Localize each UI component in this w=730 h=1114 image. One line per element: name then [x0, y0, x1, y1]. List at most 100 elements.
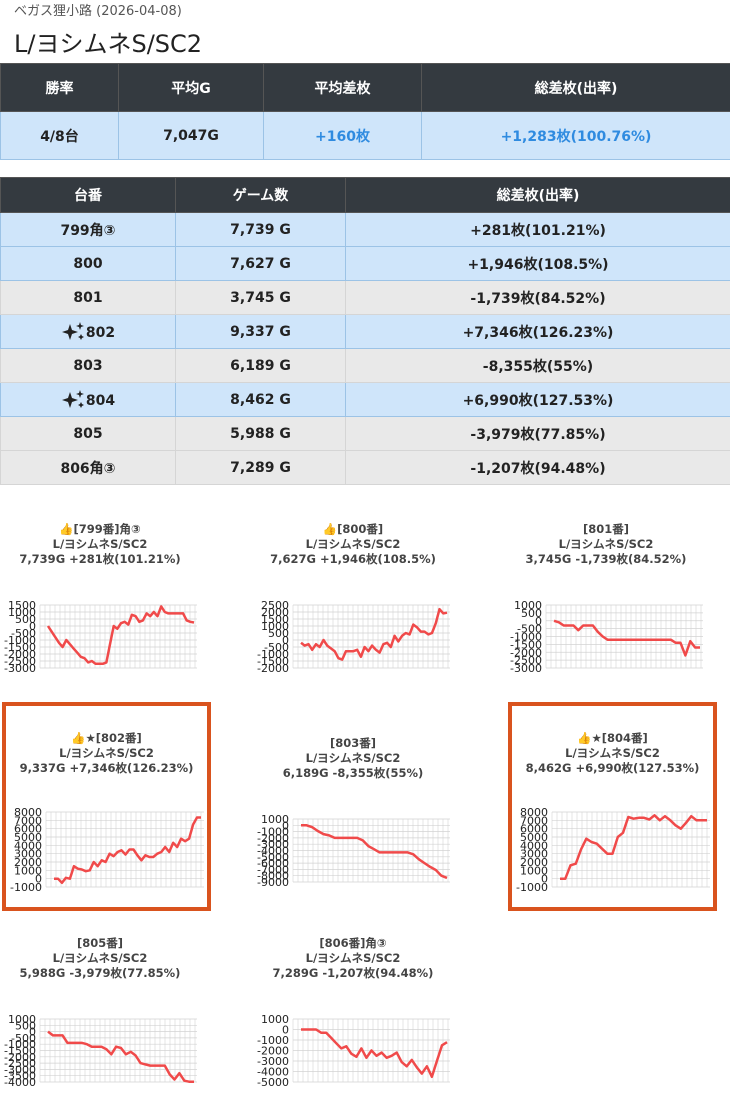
- y-tick-label: 500: [15, 1019, 36, 1032]
- chart-title-line: L/ヨシムネS/SC2: [305, 537, 401, 551]
- machine-row[interactable]: 806角③ 7,289 G -1,207枚(94.48%): [0, 450, 730, 485]
- page-title: L/ヨシムネS/SC2: [14, 30, 203, 58]
- machine-row[interactable]: 805 5,988 G -3,979枚(77.85%): [0, 416, 730, 451]
- machine-row[interactable]: 801 3,745 G -1,739枚(84.52%): [0, 280, 730, 315]
- machine-number[interactable]: 804: [0, 382, 176, 417]
- chart-header: [801番] L/ヨシムネS/SC2 3,745G -1,739枚(84.52%): [506, 522, 706, 567]
- machine-header-games[interactable]: ゲーム数: [175, 177, 346, 213]
- y-tick-label: 1500: [261, 613, 289, 626]
- y-tick-label: 1500: [8, 599, 36, 612]
- machine-games: 7,627 G: [175, 246, 346, 281]
- machine-number[interactable]: 802: [0, 314, 176, 349]
- y-tick-label: -1000: [257, 1034, 289, 1047]
- y-tick-label: 7000: [14, 814, 42, 827]
- machine-total: -1,739枚(84.52%): [345, 280, 730, 315]
- summary-header-total-diff[interactable]: 総差枚(出率): [421, 63, 730, 112]
- machine-total: -3,979枚(77.85%): [345, 416, 730, 451]
- machine-number[interactable]: 801: [0, 280, 176, 315]
- y-tick-label: -1000: [510, 631, 542, 644]
- machine-chart-card[interactable]: [805番] L/ヨシムネS/SC2 5,988G -3,979枚(77.85%) 1…: [0, 914, 200, 1114]
- y-tick-label: -1000: [4, 634, 36, 647]
- machine-games: 7,739 G: [175, 212, 346, 247]
- machine-number-label: 804: [85, 393, 116, 409]
- chart-series-line: [301, 824, 448, 880]
- summary-header-avg-games[interactable]: 平均G: [118, 63, 264, 112]
- machine-chart-card[interactable]: 👍★[802番] L/ヨシムネS/SC2 9,337G +7,346枚(126.23…: [2, 702, 211, 911]
- y-tick-label: -5000: [257, 851, 289, 864]
- y-tick-label: 1000: [14, 864, 42, 877]
- chart-title-line: L/ヨシムネS/SC2: [59, 746, 154, 760]
- summary-header-avg-diff[interactable]: 平均差枚: [263, 63, 422, 112]
- y-tick-label: -3000: [4, 662, 36, 675]
- y-tick-label: 3000: [14, 848, 42, 861]
- y-tick-label: -500: [11, 627, 36, 640]
- machine-games: 7,289 G: [175, 450, 346, 485]
- y-tick-label: 1000: [261, 1013, 289, 1026]
- machine-number[interactable]: 799角③: [0, 212, 176, 247]
- chart-title-line: L/ヨシムネS/SC2: [305, 751, 401, 765]
- chart-series-line: [300, 607, 448, 661]
- chart-title-line: 8,462G +6,990枚(127.53%): [525, 761, 700, 775]
- machine-games: 8,462 G: [175, 382, 346, 417]
- y-tick-label: -8000: [257, 870, 289, 883]
- chart-title-line: 7,739G +281枚(101.21%): [19, 552, 181, 566]
- machine-games: 3,745 G: [175, 280, 346, 315]
- machine-table: 台番 ゲーム数 総差枚(出率) 799角③ 7,739 G +281枚(101.21…: [0, 177, 730, 485]
- chart-series-line: [301, 1028, 448, 1079]
- machine-number[interactable]: 800: [0, 246, 176, 281]
- chart-grid: [45, 812, 202, 887]
- chart-title-line: 3,745G -1,739枚(84.52%): [525, 552, 687, 566]
- chart-title-line: L/ヨシムネS/SC2: [565, 746, 660, 760]
- chart-title-line: 👍★[802番]: [71, 731, 142, 745]
- machine-chart-card[interactable]: [801番] L/ヨシムネS/SC2 3,745G -1,739枚(84.52%) 1…: [506, 500, 706, 700]
- summary-header-winrate[interactable]: 勝率: [0, 63, 119, 112]
- machine-chart-card[interactable]: 👍[799番]角③ L/ヨシムネS/SC2 7,739G +281枚(101.21%…: [0, 500, 200, 700]
- machine-chart-card[interactable]: [803番] L/ヨシムネS/SC2 6,189G -8,355枚(55%) 1000…: [253, 714, 453, 914]
- chart-title-line: [806番]角③: [319, 936, 387, 950]
- machine-number-label: 802: [85, 325, 116, 341]
- y-tick-label: 2000: [520, 856, 548, 869]
- y-tick-label: -3500: [4, 1070, 36, 1083]
- chart-title-line: 👍[799番]角③: [59, 522, 141, 536]
- machine-header-number[interactable]: 台番: [0, 177, 176, 213]
- machine-chart-card[interactable]: 👍[800番] L/ヨシムネS/SC2 7,627G +1,946枚(108.5%)…: [253, 500, 453, 700]
- y-tick-label: -3000: [257, 1055, 289, 1068]
- machine-row[interactable]: 799角③ 7,739 G +281枚(101.21%): [0, 212, 730, 247]
- machine-number-label: 799角③: [60, 222, 116, 239]
- y-tick-label: 500: [521, 607, 542, 620]
- y-tick-label: 5000: [14, 831, 42, 844]
- chart-title-line: 👍[800番]: [322, 522, 384, 536]
- y-tick-label: -3000: [257, 838, 289, 851]
- chart-title-line: 7,289G -1,207枚(94.48%): [272, 966, 434, 980]
- machine-number[interactable]: 806角③: [0, 450, 176, 485]
- y-tick-label: -2500: [510, 654, 542, 667]
- machine-row[interactable]: 802 9,337 G +7,346枚(126.23%): [0, 314, 730, 349]
- machine-row[interactable]: 800 7,627 G +1,946枚(108.5%): [0, 246, 730, 281]
- machine-row[interactable]: 803 6,189 G -8,355枚(55%): [0, 348, 730, 383]
- chart-series-line: [54, 816, 201, 885]
- machine-chart-card[interactable]: [806番]角③ L/ヨシムネS/SC2 7,289G -1,207枚(94.48%…: [253, 914, 453, 1114]
- machine-number-label: 801: [73, 289, 103, 306]
- chart-title-line: [805番]: [76, 936, 124, 950]
- machine-number[interactable]: 803: [0, 348, 176, 383]
- y-tick-label: -4000: [4, 1076, 36, 1089]
- chart-title-line: [803番]: [329, 736, 377, 750]
- chart-title-line: L/ヨシムネS/SC2: [52, 537, 148, 551]
- y-tick-label: -1500: [4, 641, 36, 654]
- y-tick-label: 0: [282, 819, 289, 832]
- machine-number-label: 803: [73, 357, 103, 374]
- machine-number-label: 800: [73, 255, 103, 272]
- summary-avg-diff: +160枚: [263, 111, 422, 160]
- machine-row[interactable]: 804 8,462 G +6,990枚(127.53%): [0, 382, 730, 417]
- sparkle-icon: [61, 322, 86, 341]
- y-tick-label: -500: [11, 1032, 36, 1045]
- machine-number[interactable]: 805: [0, 416, 176, 451]
- y-tick-label: 1000: [514, 599, 542, 612]
- machine-header-total[interactable]: 総差枚(出率): [345, 177, 730, 213]
- y-tick-label: 1000: [261, 813, 289, 826]
- chart-header: [806番]角③ L/ヨシムネS/SC2 7,289G -1,207枚(94.48%…: [253, 936, 453, 981]
- machine-chart-card[interactable]: 👍★[804番] L/ヨシムネS/SC2 8,462G +6,990枚(127.53…: [508, 702, 717, 911]
- chart-title-line: 👍★[804番]: [577, 731, 648, 745]
